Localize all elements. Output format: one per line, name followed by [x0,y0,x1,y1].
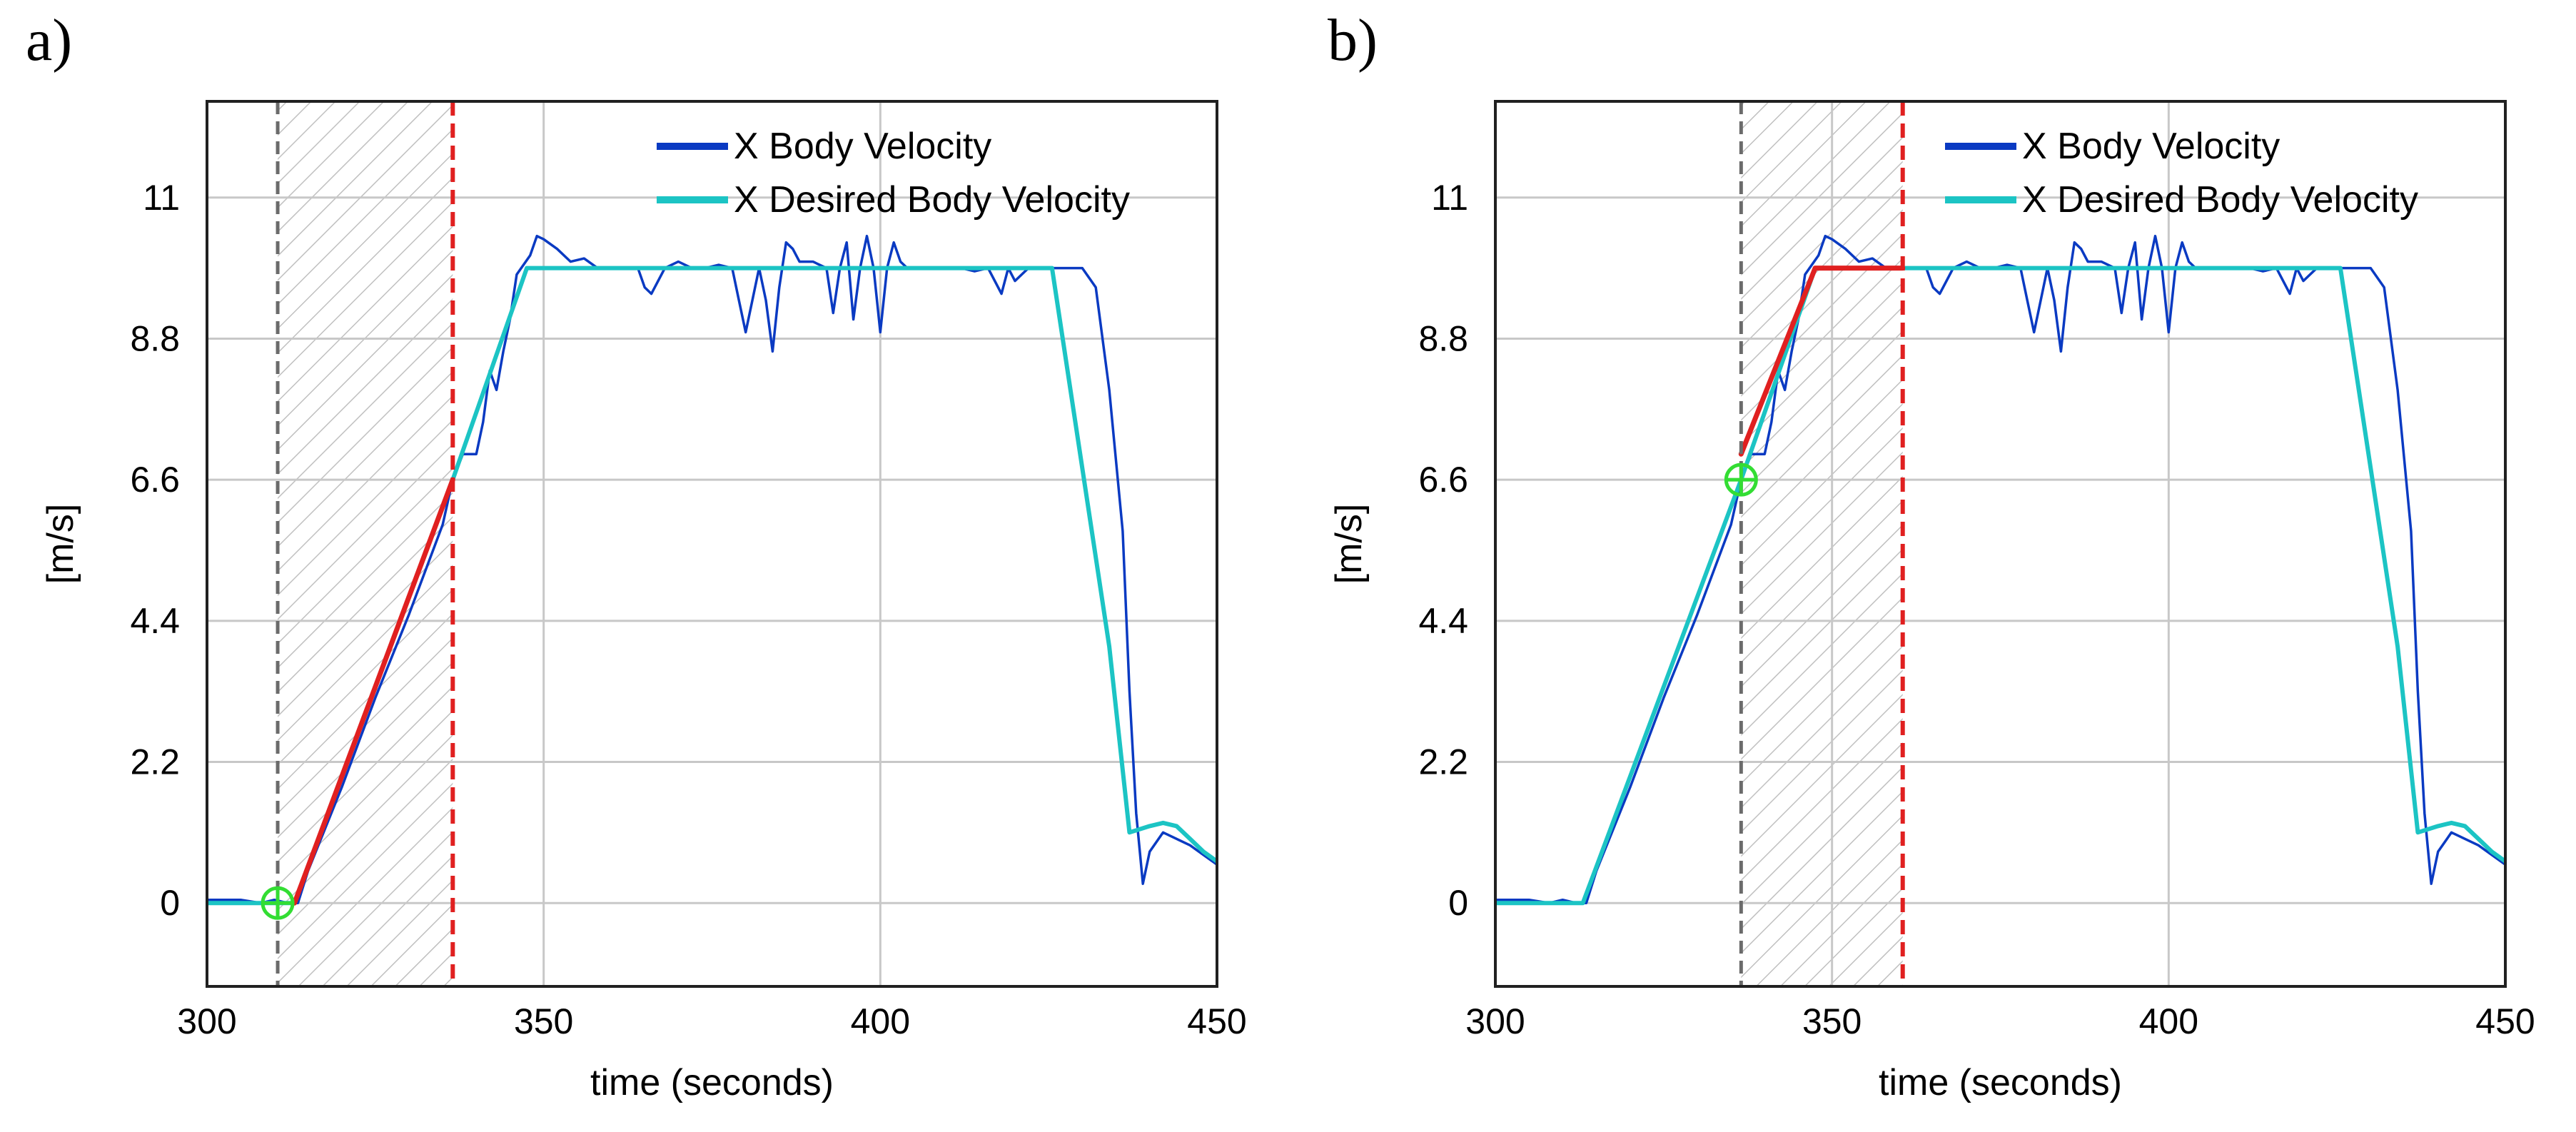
y-tick-label: 11 [143,178,180,218]
x-axis-label: time (seconds) [1879,1062,2122,1103]
x-tick-label: 300 [1465,1001,1525,1041]
legend-label: X Desired Body Velocity [2022,179,2418,221]
prediction-line [1738,266,1906,457]
y-tick-label: 8.8 [130,318,180,358]
plot-frame [1494,100,2507,988]
y-tick-label: 4.4 [130,601,180,641]
y-tick-label: 0 [1448,883,1468,923]
chart-a: 300 350 400 450 0 2.2 4.4 6.6 8.8 11 time (seconds… [40,100,1247,1103]
y-tick-label: 11 [1431,178,1468,218]
y-tick-label: 4.4 [1418,601,1468,641]
series-group [207,234,1217,906]
x-tick-label: 350 [1802,1001,1862,1041]
y-axis-label: [m/s] [1328,504,1370,585]
x-desired-body-velocity-line [1495,266,2505,906]
x-tick-label: 400 [2139,1001,2198,1041]
y-tick-label: 8.8 [1418,318,1468,358]
y-tick-label: 6.6 [1418,460,1468,500]
x-axis-label: time (seconds) [590,1062,834,1103]
y-tick-label: 6.6 [130,460,180,500]
x-tick-label: 300 [177,1001,236,1041]
legend-label: X Body Velocity [2022,126,2280,167]
start-marker [261,886,295,920]
panel-label: b) [1328,7,1378,74]
prediction-line [292,477,455,906]
x-tick-label: 450 [2475,1001,2535,1041]
panel-label: a) [26,7,73,74]
panel-b: b) 300 350 400 450 0 2.2 4.4 6.6 8.8 11 time (seco… [1288,0,2576,1132]
x-tick-label: 450 [1187,1001,1246,1041]
plot-frame [206,100,1218,988]
legend-label: X Desired Body Velocity [734,179,1130,221]
y-tick-label: 0 [160,883,180,923]
hatched-window [278,101,453,986]
y-axis-label: [m/s] [40,504,81,585]
x-tick-label: 400 [851,1001,910,1041]
start-marker [1724,463,1758,497]
y-tick-label: 2.2 [1418,742,1468,782]
x-body-velocity-line [1495,234,2505,904]
hatched-window [1741,101,1903,986]
legend-label: X Body Velocity [734,126,991,167]
series-group [1495,234,2505,906]
panel-a: a) 300 350 400 450 0 2.2 4.4 6.6 8.8 11 time (seco… [26,7,1247,1104]
y-tick-label: 2.2 [130,742,180,782]
x-tick-label: 350 [514,1001,573,1041]
chart-b: 300 350 400 450 0 2.2 4.4 6.6 8.8 11 time (seconds… [1328,100,2535,1103]
